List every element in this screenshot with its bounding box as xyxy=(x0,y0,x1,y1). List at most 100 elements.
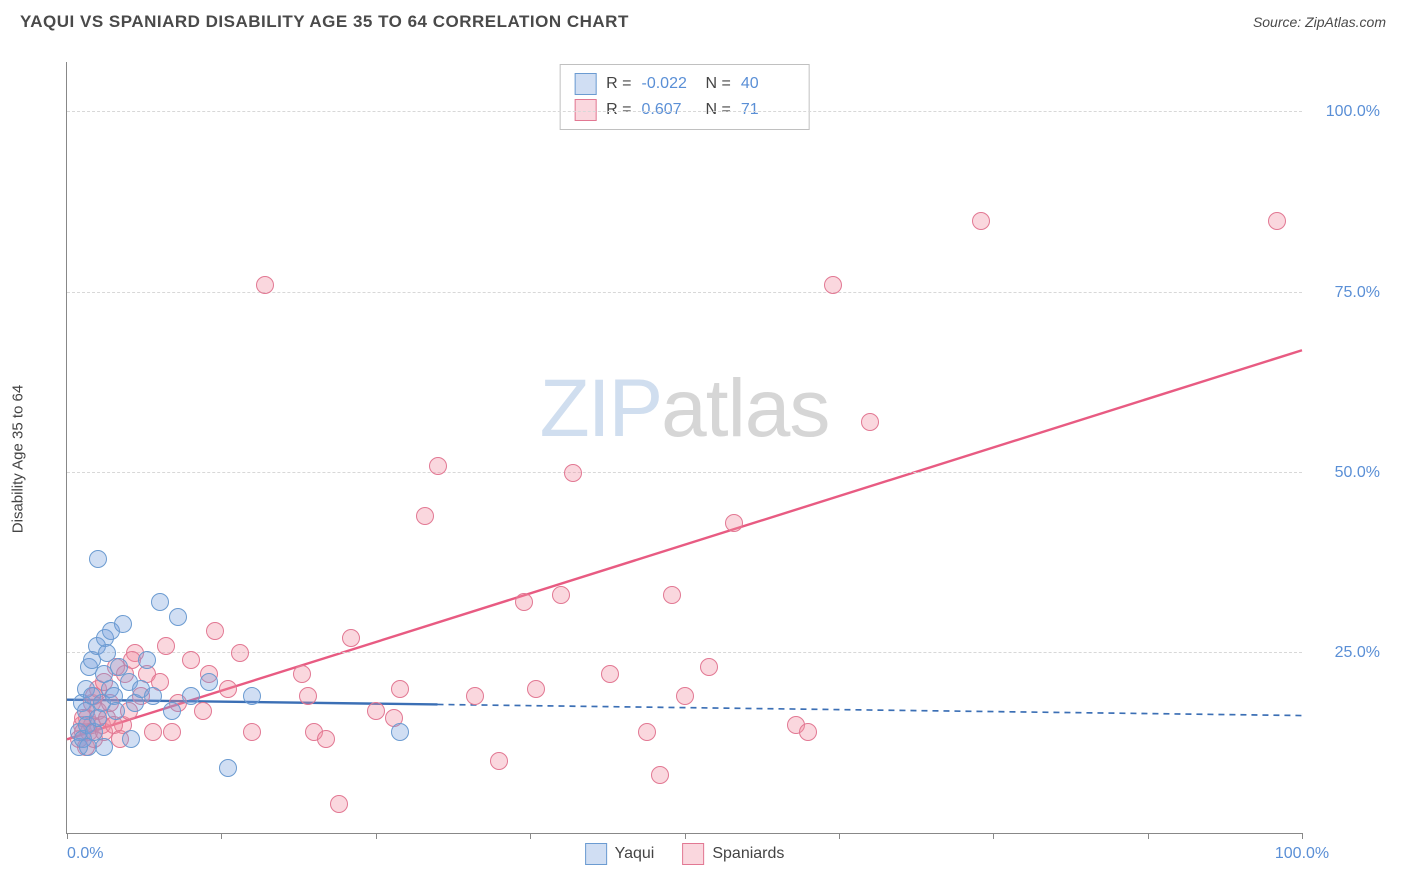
x-tick xyxy=(376,833,377,839)
data-point-spaniards xyxy=(231,644,249,662)
data-point-spaniards xyxy=(206,622,224,640)
r-value-spaniards: 0.607 xyxy=(642,101,696,119)
grid-line xyxy=(67,652,1302,653)
legend-swatch-yaqui xyxy=(574,73,596,95)
data-point-spaniards xyxy=(515,593,533,611)
data-point-spaniards xyxy=(367,702,385,720)
data-point-yaqui xyxy=(151,593,169,611)
data-point-yaqui xyxy=(163,702,181,720)
plot-area: ZIPatlas R = -0.022 N = 40 R = 0.607 N =… xyxy=(66,62,1302,834)
source-attribution: Source: ZipAtlas.com xyxy=(1253,14,1386,30)
stats-row-spaniards: R = 0.607 N = 71 xyxy=(574,97,795,123)
legend-swatch-spaniards xyxy=(574,99,596,121)
data-point-spaniards xyxy=(861,413,879,431)
grid-line xyxy=(67,292,1302,293)
data-point-spaniards xyxy=(676,687,694,705)
data-point-yaqui xyxy=(107,702,125,720)
x-tick xyxy=(839,833,840,839)
x-tick xyxy=(67,833,68,839)
data-point-spaniards xyxy=(527,680,545,698)
legend-item-yaqui: Yaqui xyxy=(585,843,655,865)
watermark: ZIPatlas xyxy=(540,362,830,456)
data-point-yaqui xyxy=(391,723,409,741)
x-tick xyxy=(685,833,686,839)
data-point-spaniards xyxy=(490,752,508,770)
x-tick xyxy=(221,833,222,839)
data-point-spaniards xyxy=(293,665,311,683)
data-point-spaniards xyxy=(1268,212,1286,230)
data-point-spaniards xyxy=(182,651,200,669)
y-axis-label: Disability Age 35 to 64 xyxy=(10,385,27,533)
x-tick xyxy=(1148,833,1149,839)
data-point-yaqui xyxy=(89,550,107,568)
x-tick xyxy=(1302,833,1303,839)
r-label: R = xyxy=(606,101,631,119)
data-point-spaniards xyxy=(799,723,817,741)
data-point-spaniards xyxy=(157,637,175,655)
data-point-spaniards xyxy=(219,680,237,698)
n-label: N = xyxy=(706,101,731,119)
n-value-spaniards: 71 xyxy=(741,101,795,119)
y-tick-label: 25.0% xyxy=(1310,644,1380,662)
watermark-atlas: atlas xyxy=(661,363,829,454)
trend-lines xyxy=(67,62,1302,833)
data-point-spaniards xyxy=(700,658,718,676)
x-tick xyxy=(993,833,994,839)
data-point-yaqui xyxy=(200,673,218,691)
data-point-yaqui xyxy=(243,687,261,705)
grid-line xyxy=(67,111,1302,112)
data-point-spaniards xyxy=(144,723,162,741)
data-point-yaqui xyxy=(182,687,200,705)
data-point-spaniards xyxy=(194,702,212,720)
legend-bottom: Yaqui Spaniards xyxy=(585,843,785,865)
data-point-spaniards xyxy=(416,507,434,525)
r-label: R = xyxy=(606,75,631,93)
r-value-yaqui: -0.022 xyxy=(642,75,696,93)
y-tick-label: 75.0% xyxy=(1310,284,1380,302)
data-point-spaniards xyxy=(317,730,335,748)
grid-line xyxy=(67,472,1302,473)
data-point-spaniards xyxy=(466,687,484,705)
data-point-spaniards xyxy=(663,586,681,604)
data-point-spaniards xyxy=(256,276,274,294)
data-point-yaqui xyxy=(219,759,237,777)
data-point-spaniards xyxy=(552,586,570,604)
data-point-spaniards xyxy=(391,680,409,698)
data-point-spaniards xyxy=(564,464,582,482)
data-point-spaniards xyxy=(342,629,360,647)
data-point-spaniards xyxy=(651,766,669,784)
x-tick xyxy=(530,833,531,839)
legend-label-spaniards: Spaniards xyxy=(712,845,784,863)
legend-label-yaqui: Yaqui xyxy=(615,845,655,863)
data-point-spaniards xyxy=(330,795,348,813)
data-point-spaniards xyxy=(163,723,181,741)
data-point-yaqui xyxy=(144,687,162,705)
n-label: N = xyxy=(706,75,731,93)
data-point-spaniards xyxy=(824,276,842,294)
data-point-spaniards xyxy=(243,723,261,741)
data-point-yaqui xyxy=(169,608,187,626)
data-point-spaniards xyxy=(429,457,447,475)
data-point-yaqui xyxy=(138,651,156,669)
data-point-yaqui xyxy=(122,730,140,748)
legend-swatch-spaniards xyxy=(682,843,704,865)
y-tick-label: 50.0% xyxy=(1310,464,1380,482)
data-point-yaqui xyxy=(114,615,132,633)
watermark-zip: ZIP xyxy=(540,363,662,454)
legend-swatch-yaqui xyxy=(585,843,607,865)
n-value-yaqui: 40 xyxy=(741,75,795,93)
data-point-spaniards xyxy=(299,687,317,705)
chart-title: YAQUI VS SPANIARD DISABILITY AGE 35 TO 6… xyxy=(20,12,629,32)
data-point-spaniards xyxy=(725,514,743,532)
data-point-spaniards xyxy=(972,212,990,230)
data-point-spaniards xyxy=(638,723,656,741)
correlation-stats-box: R = -0.022 N = 40 R = 0.607 N = 71 xyxy=(559,64,810,130)
data-point-yaqui xyxy=(95,738,113,756)
stats-row-yaqui: R = -0.022 N = 40 xyxy=(574,71,795,97)
legend-item-spaniards: Spaniards xyxy=(682,843,784,865)
y-tick-label: 100.0% xyxy=(1310,103,1380,121)
x-tick-label: 100.0% xyxy=(1275,845,1329,863)
x-tick-label: 0.0% xyxy=(67,845,103,863)
data-point-spaniards xyxy=(601,665,619,683)
chart-container: Disability Age 35 to 64 ZIPatlas R = -0.… xyxy=(20,46,1386,872)
